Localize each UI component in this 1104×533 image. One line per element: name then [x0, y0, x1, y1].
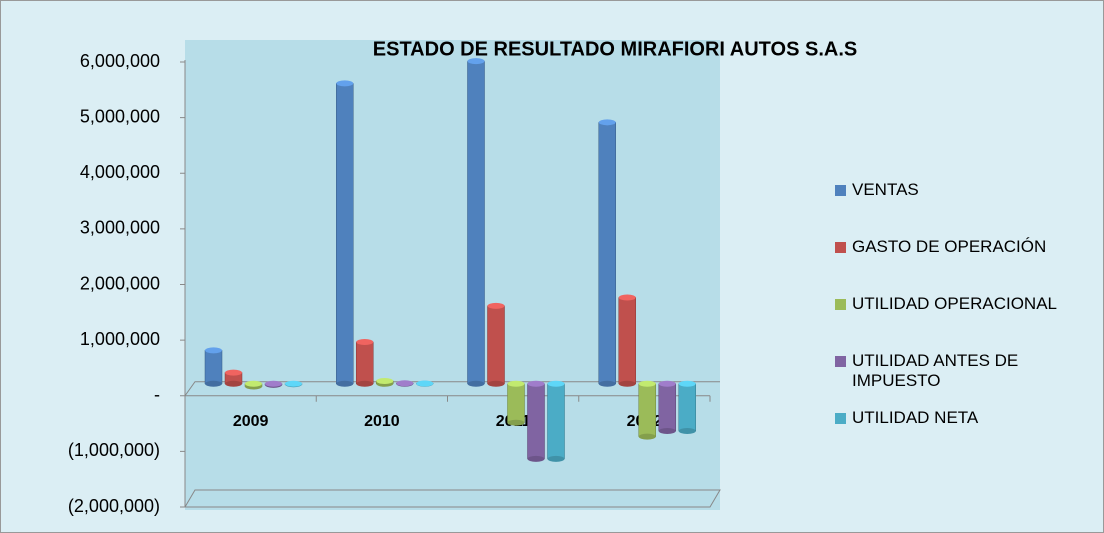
- legend: VENTAS GASTO DE OPERACIÓN UTILIDAD OPERACI…: [835, 180, 1100, 465]
- bar: [336, 83, 354, 384]
- bar-cap: [638, 380, 656, 387]
- legend-swatch: [835, 185, 846, 196]
- legend-label: GASTO DE OPERACIÓN: [852, 237, 1047, 256]
- y-tick-label: 1,000,000: [80, 329, 160, 349]
- y-tick-label: 2,000,000: [80, 273, 160, 293]
- bar-cap: [487, 302, 505, 309]
- bar-cap: [467, 58, 485, 65]
- bar-cap: [416, 380, 434, 387]
- x-tick-label: 2010: [364, 413, 400, 430]
- bar-end: [527, 455, 545, 462]
- bar-end: [467, 380, 485, 387]
- bar-cap: [618, 294, 636, 301]
- legend-item: UTILIDAD ANTES DE IMPUESTO: [835, 351, 1100, 408]
- bar: [638, 383, 656, 437]
- bar-end: [678, 428, 696, 435]
- bar-cap: [507, 380, 525, 387]
- legend-label: UTILIDAD NETA: [852, 408, 979, 427]
- bar: [204, 350, 223, 384]
- bar-cap: [376, 377, 394, 384]
- bar: [598, 122, 616, 384]
- bar: [547, 383, 565, 460]
- legend-swatch: [835, 299, 846, 310]
- legend-label: UTILIDAD OPERACIONAL: [852, 294, 1057, 313]
- legend-swatch: [835, 413, 846, 424]
- bar-cap: [225, 369, 242, 376]
- bar: [658, 383, 676, 432]
- bar: [467, 60, 485, 384]
- bar-cap: [336, 80, 354, 87]
- bar-cap: [527, 380, 545, 387]
- y-tick-label: 4,000,000: [80, 162, 160, 182]
- bar-cap: [285, 380, 302, 387]
- legend-swatch: [835, 242, 846, 253]
- bar-end: [618, 380, 636, 387]
- legend-swatch: [835, 356, 846, 367]
- bar-cap: [678, 380, 696, 387]
- y-tick-label: (1,000,000): [68, 440, 160, 460]
- y-tick-label: (2,000,000): [68, 496, 160, 516]
- bar-cap: [205, 347, 222, 354]
- x-tick-label: 2009: [233, 413, 269, 430]
- bar: [356, 341, 374, 384]
- bar-cap: [396, 380, 414, 387]
- bar-end: [658, 428, 676, 435]
- plot-area: [185, 40, 720, 510]
- bar: [507, 383, 525, 423]
- chart-title: ESTADO DE RESULTADO MIRAFIORI AUTOS S.A.…: [373, 38, 857, 60]
- zero-axis: [184, 381, 720, 397]
- bar-cap: [265, 380, 282, 387]
- bar-end: [336, 380, 354, 387]
- bar: [487, 305, 505, 384]
- bar-end: [225, 380, 242, 387]
- bar-cap: [598, 119, 616, 126]
- legend-item: VENTAS: [835, 180, 1100, 237]
- floor: [184, 489, 721, 508]
- bar-end: [356, 380, 374, 387]
- bar-end: [598, 380, 616, 387]
- bar-cap: [356, 339, 374, 346]
- legend-item: UTILIDAD NETA: [835, 408, 1100, 465]
- bar-cap: [658, 380, 676, 387]
- legend-label: UTILIDAD ANTES DE IMPUESTO: [852, 351, 1019, 390]
- bar-end: [638, 433, 656, 440]
- bar-cap: [547, 380, 565, 387]
- bar-end: [205, 380, 222, 387]
- y-tick-label: 5,000,000: [80, 106, 160, 126]
- legend-item: UTILIDAD OPERACIONAL: [835, 294, 1100, 351]
- bar-end: [487, 380, 505, 387]
- y-tick-label: 3,000,000: [80, 218, 160, 238]
- y-tick-label: 6,000,000: [80, 51, 160, 71]
- legend-item: GASTO DE OPERACIÓN: [835, 237, 1100, 294]
- bar: [618, 297, 636, 384]
- bar-end: [507, 419, 525, 426]
- bar-cap: [245, 380, 262, 387]
- y-tick-label: -: [154, 385, 160, 405]
- bar: [678, 383, 696, 432]
- bar-end: [547, 455, 565, 462]
- bar: [527, 383, 545, 460]
- legend-label: VENTAS: [852, 180, 919, 199]
